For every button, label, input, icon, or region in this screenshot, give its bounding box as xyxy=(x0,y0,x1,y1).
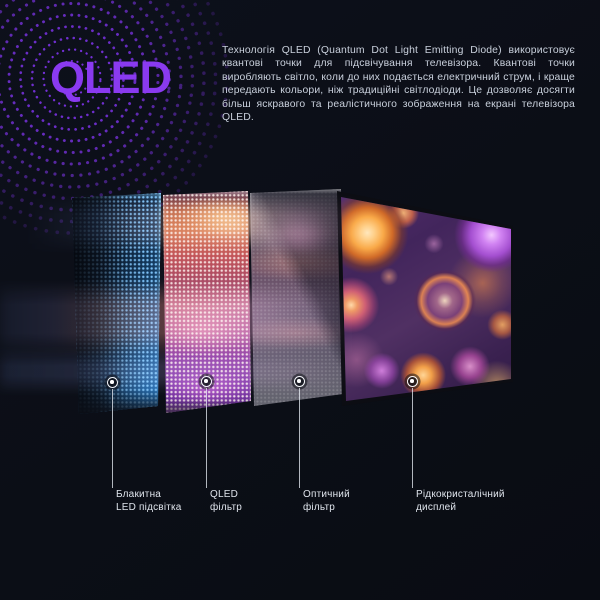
leader-line-blue-led-backlight xyxy=(112,389,113,488)
layer-optical-filter xyxy=(250,189,343,406)
label-lcd-display: Рідкокристалічний дисплей xyxy=(416,489,505,513)
marker-optical-filter-icon xyxy=(293,375,305,387)
marker-qled-filter-icon xyxy=(200,375,212,387)
qled-logo-text: QLED xyxy=(50,52,172,103)
label-qled-filter: QLED фільтр xyxy=(210,489,243,513)
label-blue-led-backlight: Блакитна LED підсвітка xyxy=(116,489,182,513)
layer-blue-led-backlight xyxy=(72,193,161,414)
qled-logo-dots-icon xyxy=(0,0,229,235)
layer-lcd-display xyxy=(341,197,511,401)
leader-line-lcd-display xyxy=(412,388,413,488)
label-optical-filter: Оптичний фільтр xyxy=(303,489,350,513)
leader-line-qled-filter xyxy=(206,388,207,488)
leader-line-optical-filter xyxy=(299,388,300,488)
marker-lcd-display-icon xyxy=(406,375,418,387)
marker-blue-led-backlight-icon xyxy=(106,376,118,388)
intro-paragraph: Технологія QLED (Quantum Dot Light Emitt… xyxy=(222,45,575,124)
